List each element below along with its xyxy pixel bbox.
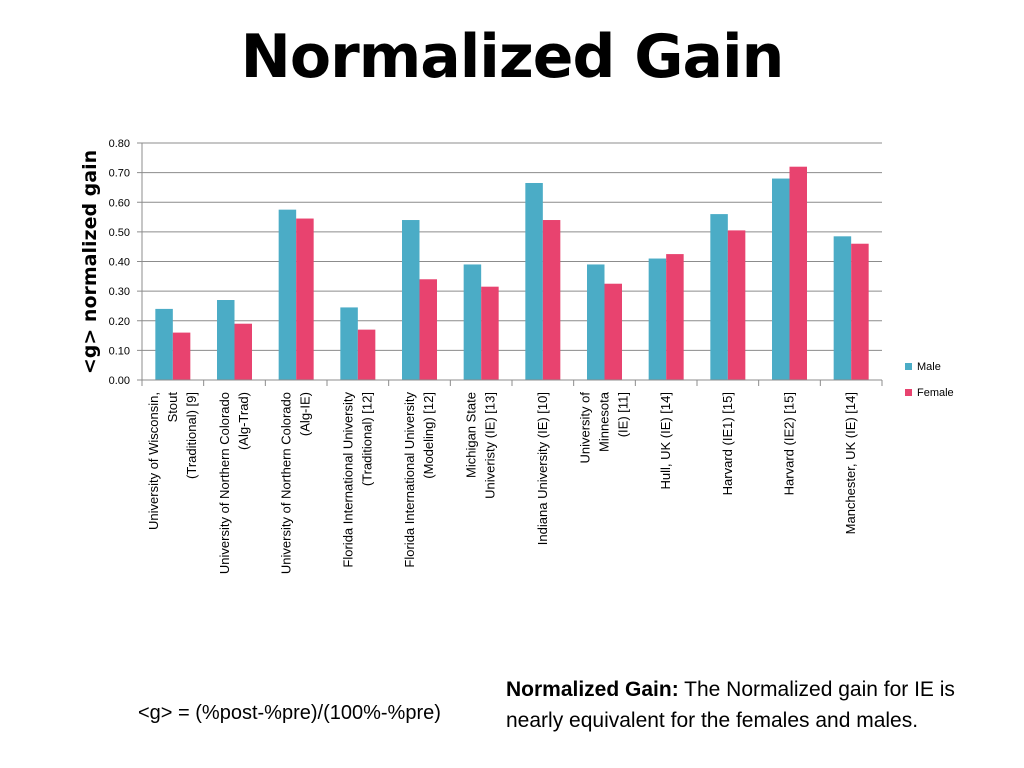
category-label: University of <box>578 392 593 464</box>
normalized-gain-formula: <g> = (%post-%pre)/(100%-%pre) <box>138 702 441 724</box>
bar-male <box>710 214 728 380</box>
y-tick-label: 0.40 <box>109 257 130 269</box>
category-label: University of Wisconsin, <box>146 392 161 530</box>
bar-male <box>278 209 297 380</box>
legend-label-male: Male <box>917 361 941 373</box>
category-label: (Modeling) [12] <box>421 392 436 479</box>
category-label: Minnesota <box>597 391 612 452</box>
category-label: (Traditional) [9] <box>184 392 199 479</box>
bar-female <box>357 329 376 380</box>
bar-female <box>851 243 869 380</box>
bar-female <box>666 254 684 380</box>
category-label: University of Northern Colorado <box>279 392 294 574</box>
y-tick-label: 0.10 <box>109 345 130 357</box>
bar-female <box>234 323 252 380</box>
explanation-note: Normalized Gain: The Normalized gain for… <box>506 674 1006 736</box>
bar-female <box>542 220 561 380</box>
category-label: (Alg-Trad) <box>236 392 251 450</box>
bar-male <box>648 258 667 380</box>
y-tick-label: 0.70 <box>109 168 130 180</box>
slide-title: Normalized Gain <box>240 22 785 92</box>
category-label: Harvard (IE2) [15] <box>782 392 797 495</box>
bar-female <box>481 286 499 380</box>
y-tick-label: 0.20 <box>109 316 130 328</box>
bar-female <box>727 230 746 380</box>
bar-female <box>172 332 191 380</box>
bar-male <box>463 264 482 380</box>
bar-female <box>419 279 437 380</box>
bar-male <box>217 300 235 380</box>
bar-female <box>296 218 314 380</box>
bar-male <box>833 236 852 380</box>
y-tick-label: 0.30 <box>109 286 130 298</box>
category-label: Manchester, UK (IE) [14] <box>843 392 858 534</box>
y-tick-label: 0.60 <box>109 197 130 209</box>
legend: Male Female <box>905 361 954 399</box>
legend-swatch-male <box>905 363 912 370</box>
axes <box>141 143 883 386</box>
y-tick-label: 0.50 <box>109 227 130 239</box>
bar-male <box>525 182 543 380</box>
category-label: Florida International University <box>340 392 355 568</box>
grid-lines <box>137 142 882 381</box>
y-axis-label: <g> normalized gain <box>79 150 101 374</box>
category-label: University of Northern Colorado <box>217 392 232 574</box>
category-label: Harvard (IE1) [15] <box>720 392 735 495</box>
category-label: Indiana University (IE) [10] <box>535 392 550 545</box>
note-body: The Normalized gain for IE is nearly equ… <box>506 678 955 732</box>
category-label: (Traditional) [12] <box>359 392 374 486</box>
category-label: Stout <box>165 392 180 423</box>
bar-male <box>587 264 605 380</box>
y-tick-label: 0.80 <box>109 138 130 150</box>
y-tick-label: 0.00 <box>109 375 130 387</box>
legend-swatch-female <box>905 389 912 396</box>
note-heading: Normalized Gain: <box>506 678 679 701</box>
bar-female <box>789 166 807 380</box>
category-label: Michigan State <box>464 392 479 478</box>
bar-female <box>604 283 622 380</box>
bars <box>155 166 869 380</box>
bar-male <box>155 308 173 380</box>
bar-chart: 0.00 0.10 0.20 0.30 0.40 0.50 0.60 0.70 0.80 Uni… <box>79 138 954 574</box>
y-tick-labels: 0.00 0.10 0.20 0.30 0.40 0.50 0.60 0.70 0.80 <box>109 138 130 387</box>
category-label: (IE) [11] <box>616 392 631 437</box>
bar-male <box>402 220 420 380</box>
category-label: (Alg-IE) <box>298 392 313 436</box>
category-labels: University of Wisconsin, Stout (Traditiona… <box>146 391 858 574</box>
bar-male <box>772 178 790 380</box>
category-label: Hull, UK (IE) [14] <box>658 392 673 490</box>
category-label: Univeristy (IE) [13] <box>483 392 498 499</box>
bar-male <box>340 307 358 380</box>
category-label: Florida International University <box>402 392 417 568</box>
legend-label-female: Female <box>917 387 954 399</box>
